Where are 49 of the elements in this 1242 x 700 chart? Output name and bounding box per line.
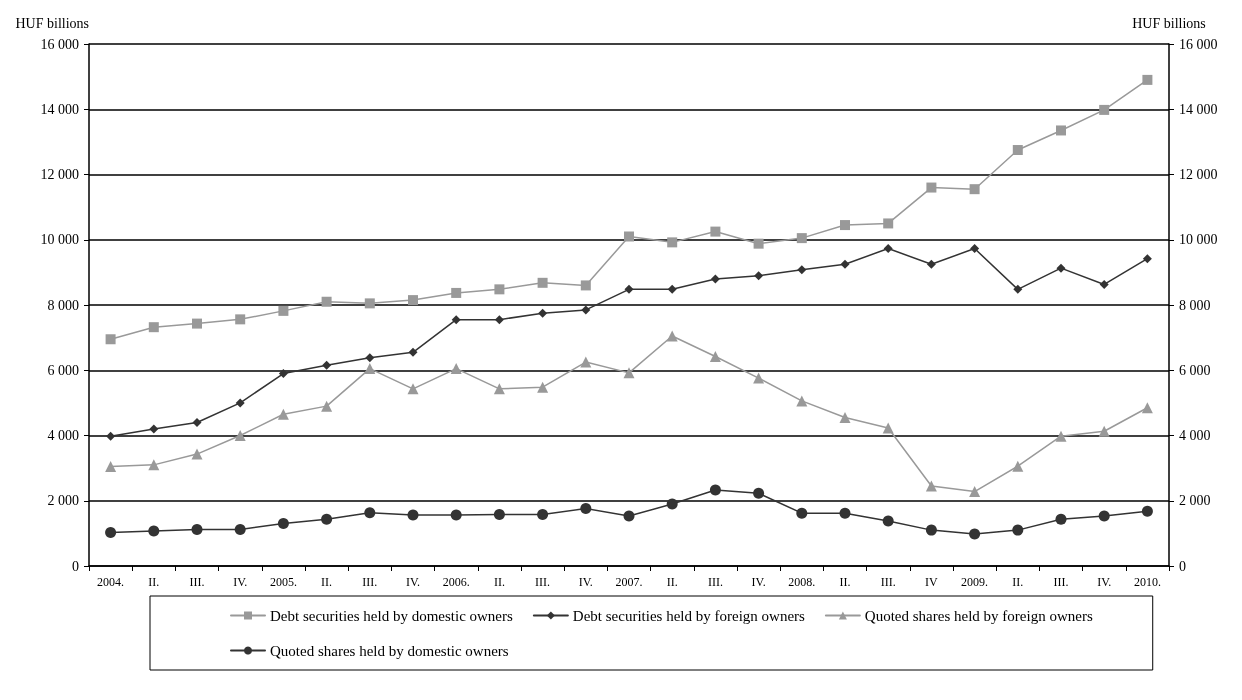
- y2-tick-label: 2 000: [1179, 493, 1211, 509]
- x-tick-label: III.: [707, 575, 723, 589]
- y2-tick-label: 4 000: [1179, 428, 1211, 443]
- y-axis-title: HUF billions: [15, 15, 89, 31]
- legend-label: Quoted shares held by foreign owners: [864, 607, 1093, 624]
- x-tick-label: II.: [666, 575, 678, 589]
- x-tick-label: III.: [880, 575, 896, 589]
- legend-label: Quoted shares held by domestic owners: [270, 642, 509, 659]
- x-tick-label: 2008.: [788, 575, 816, 589]
- x-tick-label: II.: [839, 575, 851, 589]
- y2-tick-label: 10 000: [1179, 232, 1218, 248]
- x-tick-label: II.: [148, 575, 160, 589]
- x-tick-label: 2007.: [615, 575, 643, 589]
- y2-axis-title: HUF billions: [1132, 15, 1206, 31]
- x-tick-label: 2006.: [442, 575, 470, 589]
- x-tick-label: IV.: [751, 575, 766, 589]
- y-tick-label: 14 000: [40, 101, 79, 117]
- y-tick-label: 10 000: [40, 232, 79, 248]
- legend-label: Debt securities held by domestic owners: [270, 607, 514, 624]
- x-tick-label: III.: [189, 575, 205, 589]
- y-tick-label: 0: [72, 558, 79, 574]
- y2-tick-label: 14 000: [1179, 101, 1218, 117]
- x-tick-label: 2010.: [1133, 575, 1161, 589]
- y-tick-label: 12 000: [40, 167, 79, 182]
- x-tick-label: II.: [321, 575, 333, 589]
- x-tick-label: 2009.: [961, 575, 989, 589]
- y2-tick-label: 8 000: [1179, 297, 1211, 313]
- x-tick-label: 2005.: [269, 575, 297, 589]
- y2-tick-label: 12 000: [1179, 167, 1218, 182]
- x-tick-label: III.: [362, 575, 378, 589]
- x-tick-label: IV.: [1097, 575, 1112, 589]
- x-tick-label: IV.: [578, 575, 593, 589]
- legend-label: Debt securities held by foreign owners: [572, 607, 806, 624]
- y2-tick-label: 16 000: [1179, 36, 1218, 52]
- x-tick-label: III.: [535, 575, 551, 589]
- y2-tick-label: 6 000: [1179, 362, 1211, 378]
- x-tick-label: 2004.: [97, 575, 125, 589]
- x-tick-label: IV: [925, 575, 939, 589]
- x-tick-label: II.: [493, 575, 505, 589]
- y2-tick-label: 0: [1179, 558, 1186, 574]
- y-tick-label: 8 000: [47, 297, 79, 313]
- y-tick-label: 2 000: [47, 493, 79, 509]
- y-tick-label: 16 000: [40, 36, 79, 52]
- x-tick-label: IV.: [405, 575, 421, 589]
- y-tick-label: 6 000: [47, 362, 79, 378]
- x-tick-label: II.: [1012, 575, 1024, 589]
- x-tick-label: III.: [1053, 575, 1069, 589]
- y-tick-label: 4 000: [47, 428, 79, 443]
- x-tick-label: IV.: [233, 575, 248, 589]
